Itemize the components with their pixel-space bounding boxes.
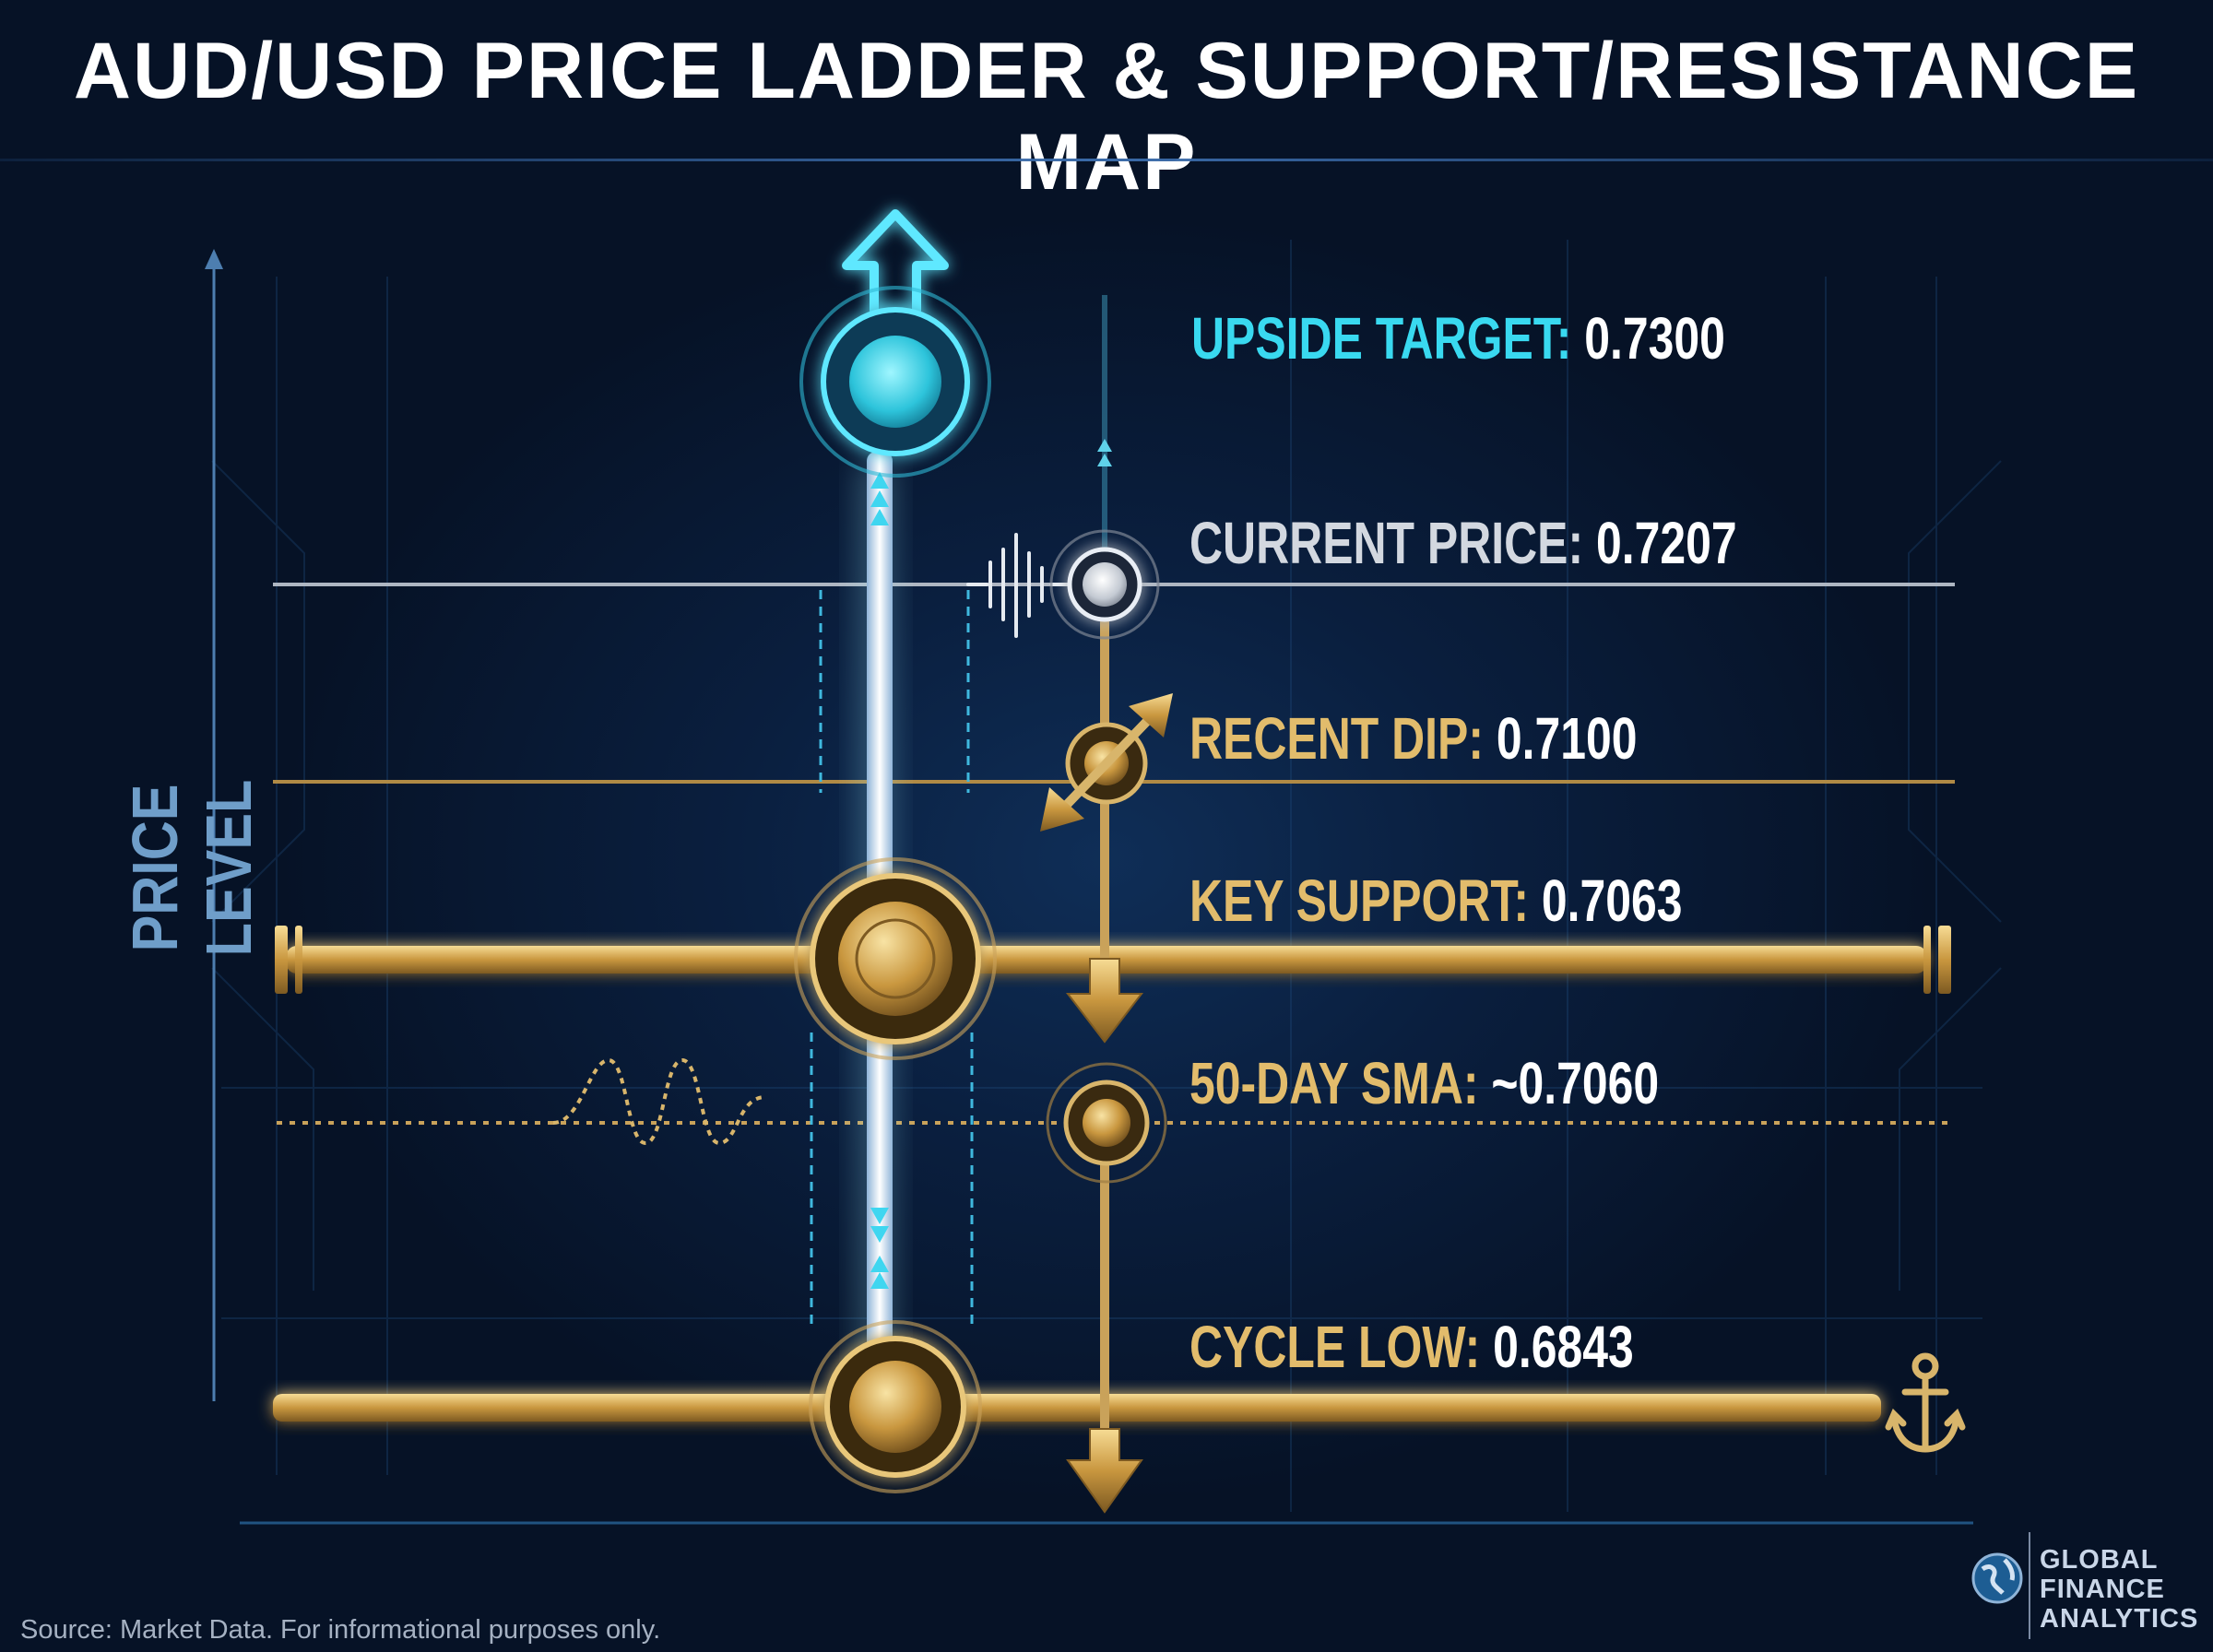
key-support-node bbox=[794, 857, 997, 1060]
axis-label: PRICE LEVEL bbox=[119, 779, 265, 957]
current-price-node bbox=[966, 529, 1160, 640]
level-value: 0.6843 bbox=[1493, 1314, 1634, 1380]
level-value: 0.7300 bbox=[1584, 305, 1725, 372]
down-arrow-icon bbox=[1066, 1428, 1143, 1514]
diagonal-double-arrow-icon bbox=[1040, 693, 1173, 832]
anchor-icon bbox=[1885, 1352, 1966, 1453]
wave-icon bbox=[552, 1057, 766, 1146]
level-value: ~0.7060 bbox=[1491, 1050, 1660, 1116]
level-name: RECENT DIP: bbox=[1189, 705, 1484, 772]
cycle-low-node bbox=[809, 1320, 982, 1493]
brand-line: FINANCE bbox=[2040, 1575, 2165, 1604]
recent-dip-node bbox=[1040, 693, 1173, 832]
up-arrow-icon bbox=[842, 209, 949, 318]
y-axis bbox=[205, 249, 223, 1401]
level-value: 0.7063 bbox=[1541, 867, 1683, 934]
price-path-rail bbox=[1065, 295, 1144, 1514]
brand-line: GLOBAL bbox=[2040, 1545, 2159, 1575]
current-price-label: CURRENT PRICE: 0.7207 bbox=[1189, 509, 1737, 577]
upside-target-node bbox=[799, 286, 991, 478]
sma-label: 50-DAY SMA: ~0.7060 bbox=[1189, 1049, 1659, 1117]
level-name: CYCLE LOW: bbox=[1189, 1314, 1481, 1380]
pulse-icon bbox=[966, 533, 1071, 638]
level-name: KEY SUPPORT: bbox=[1189, 867, 1530, 934]
level-value: 0.7207 bbox=[1595, 510, 1737, 576]
upside-target-label: UPSIDE TARGET: 0.7300 bbox=[1191, 304, 1725, 372]
cycle-low-label: CYCLE LOW: 0.6843 bbox=[1189, 1313, 1634, 1381]
recent-dip-label: RECENT DIP: 0.7100 bbox=[1189, 704, 1638, 773]
key-support-label: KEY SUPPORT: 0.7063 bbox=[1189, 867, 1683, 935]
level-name: UPSIDE TARGET: bbox=[1191, 305, 1572, 372]
brand-divider bbox=[2029, 1532, 2030, 1639]
source-note: Source: Market Data. For informational p… bbox=[20, 1615, 661, 1645]
brand-line: ANALYTICS bbox=[2040, 1604, 2199, 1634]
level-value: 0.7100 bbox=[1496, 705, 1638, 772]
title-divider bbox=[0, 159, 2213, 161]
level-name: CURRENT PRICE: bbox=[1189, 510, 1584, 576]
brand-logo: GLOBAL FINANCE ANALYTICS bbox=[2040, 1545, 2198, 1634]
sma-node bbox=[1046, 1062, 1167, 1184]
page-title: AUD/USD PRICE LADDER & SUPPORT/RESISTANC… bbox=[73, 27, 2140, 206]
cycle-low-bar bbox=[273, 1394, 1881, 1422]
down-arrow-icon bbox=[1065, 958, 1144, 1044]
level-name: 50-DAY SMA: bbox=[1189, 1050, 1479, 1116]
axis-arrow-icon bbox=[205, 249, 223, 269]
globe-icon bbox=[1971, 1552, 2023, 1604]
